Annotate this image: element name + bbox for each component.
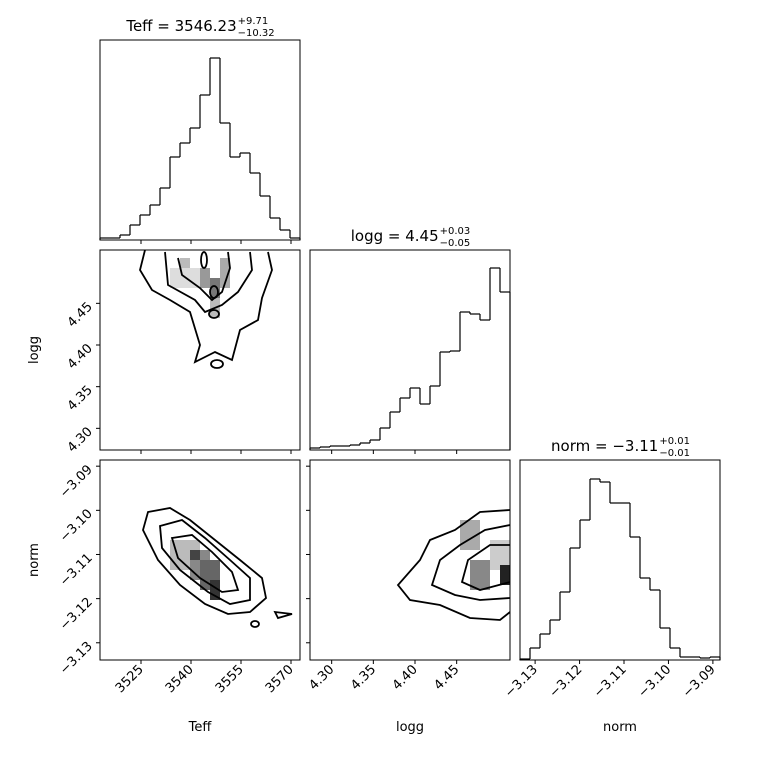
x-tick-label: 4.30	[306, 662, 337, 693]
x-tick-label: 4.45	[431, 662, 462, 693]
x-tick-label: 3570	[263, 662, 297, 696]
title-lower: −10.32	[238, 28, 275, 39]
y-tick-label: −3.13	[57, 639, 96, 678]
y-tick-label: −3.11	[57, 551, 96, 590]
y-tick-label: 4.45	[65, 300, 96, 331]
y-tick-label: −3.09	[57, 462, 96, 501]
panel-title: norm = −3.11	[551, 437, 658, 455]
y-tick-label: 4.30	[65, 425, 96, 456]
density-logg-norm	[396, 509, 511, 621]
panel-frame	[309, 459, 511, 661]
panel-frame	[309, 249, 511, 451]
x-tick-label: 3540	[163, 662, 197, 696]
density-teff-logg	[139, 249, 273, 369]
x-tick-label: −3.09	[680, 662, 719, 701]
title-upper: +9.71	[238, 16, 269, 27]
x-tick-label: 4.35	[348, 662, 379, 693]
x-tick-label: −3.10	[635, 662, 674, 701]
panel-title: Teff = 3546.23	[125, 17, 236, 35]
x-tick-label: −3.12	[547, 662, 586, 701]
y-tick-label: −3.12	[57, 595, 96, 634]
x-axis-label: norm	[603, 720, 637, 735]
title-upper: +0.03	[440, 226, 471, 237]
panel-frame	[519, 459, 721, 661]
panel-title: logg = 4.45	[351, 227, 439, 245]
y-axis-label: norm	[27, 543, 42, 577]
y-tick-label: 4.35	[65, 383, 96, 414]
panel-frame	[99, 249, 301, 451]
title-lower: −0.05	[440, 238, 471, 249]
y-axis-label: logg	[27, 336, 42, 364]
title-upper: +0.01	[659, 436, 690, 447]
x-tick-label: 4.40	[390, 662, 421, 693]
x-tick-label: −3.13	[502, 662, 541, 701]
panel-frame	[99, 39, 301, 241]
x-tick-label: −3.11	[591, 662, 630, 701]
x-tick-label: 3525	[113, 662, 147, 696]
y-tick-label: 4.40	[65, 341, 96, 372]
y-tick-label: −3.10	[57, 507, 96, 546]
x-axis-label: logg	[396, 720, 424, 735]
density-teff-norm	[142, 507, 293, 628]
x-axis-label: Teff	[188, 720, 213, 735]
panel-frame	[99, 459, 301, 661]
title-lower: −0.01	[659, 448, 690, 459]
x-tick-label: 3555	[213, 662, 247, 696]
